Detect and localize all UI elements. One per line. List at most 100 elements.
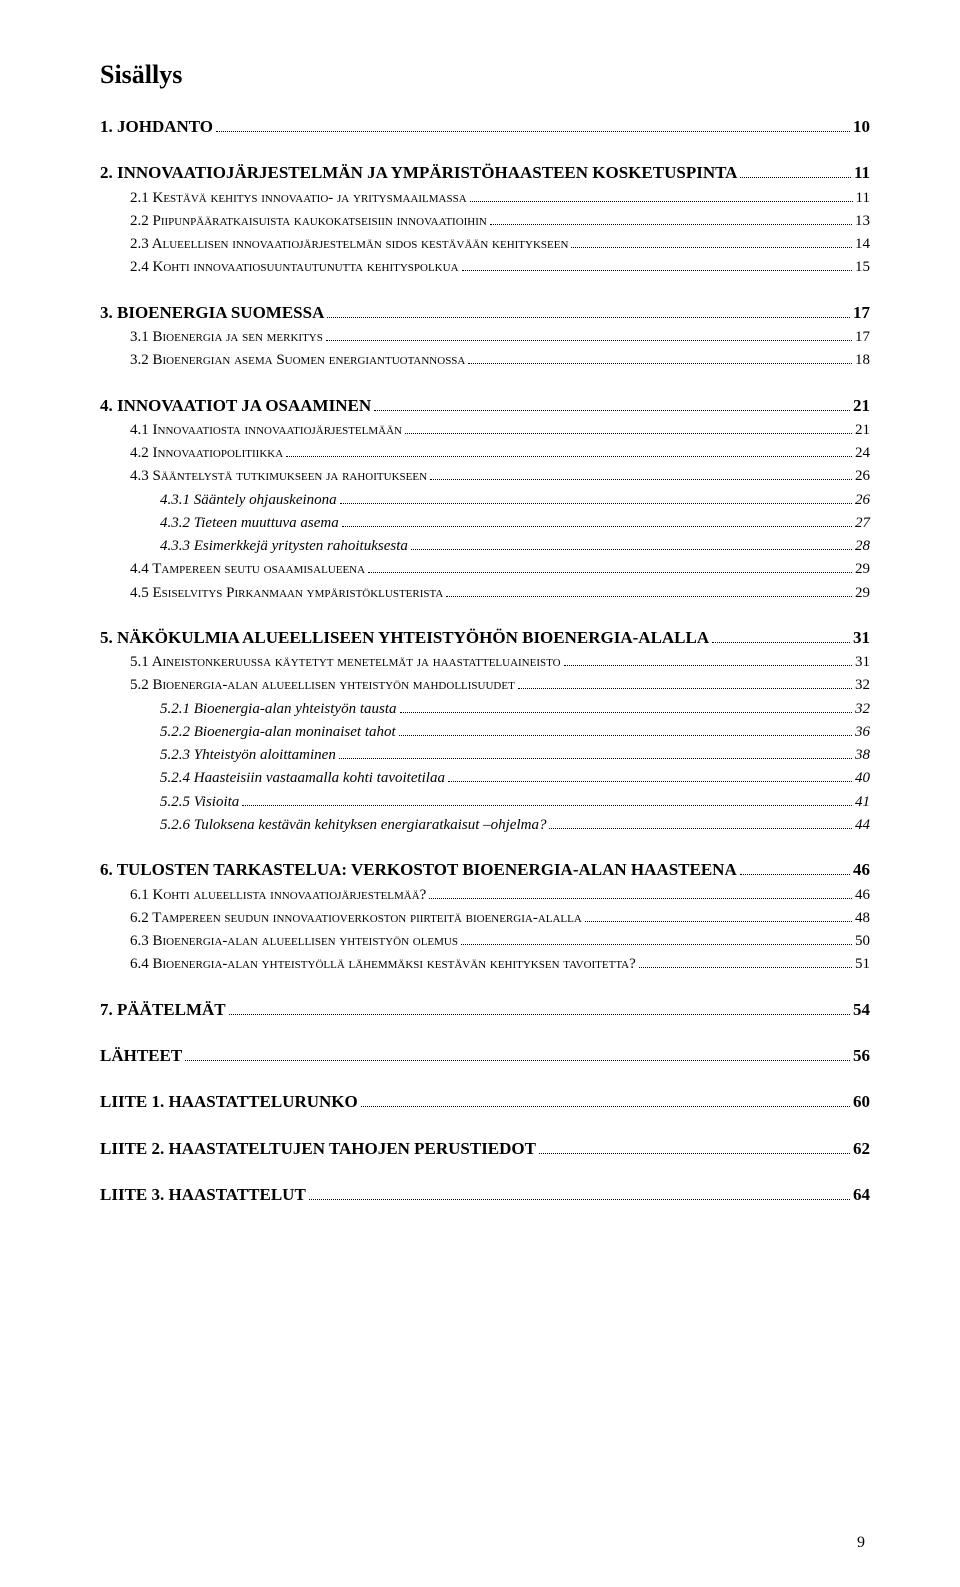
toc-label: 3.1 Bioenergia ja sen merkitys (130, 326, 323, 349)
toc-leader-dots (518, 678, 852, 690)
toc-page-number: 24 (855, 442, 870, 465)
toc-label: 5.2.1 Bioenergia-alan yhteistyön tausta (160, 698, 397, 721)
toc-page-number: 28 (855, 535, 870, 558)
toc-leader-dots (564, 655, 852, 667)
toc-leader-dots (740, 862, 850, 875)
toc-entry: 7. PÄÄTELMÄT 54 (100, 997, 870, 1023)
toc-label: 4.1 Innovaatiosta innovaatiojärjestelmää… (130, 419, 402, 442)
toc-page-number: 14 (855, 233, 870, 256)
toc-page-number: 17 (853, 300, 870, 326)
toc-page-number: 46 (853, 857, 870, 883)
toc-entry: 2. INNOVAATIOJÄRJESTELMÄN JA YMPÄRISTÖHA… (100, 160, 870, 186)
toc-label: 5.1 Aineistonkeruussa käytetyt menetelmä… (130, 651, 561, 674)
toc-entry: 4.5 Esiselvitys Pirkanmaan ympäristöklus… (100, 582, 870, 605)
toc-leader-dots (286, 446, 852, 458)
toc-leader-dots (185, 1048, 850, 1061)
toc-label: 2.3 Alueellisen innovaatiojärjestelmän s… (130, 233, 568, 256)
toc-leader-dots (639, 957, 852, 969)
toc-label: 5.2 Bioenergia-alan alueellisen yhteisty… (130, 674, 515, 697)
toc-leader-dots (399, 724, 852, 736)
toc-page-number: 48 (855, 907, 870, 930)
toc-leader-dots (309, 1187, 850, 1200)
toc-entry: 4.3 Sääntelystä tutkimukseen ja rahoituk… (100, 465, 870, 488)
toc-page-number: 29 (855, 558, 870, 581)
toc-entry: 3.1 Bioenergia ja sen merkitys 17 (100, 326, 870, 349)
toc-leader-dots (448, 771, 852, 783)
toc-page-number: 31 (853, 625, 870, 651)
toc-label: 2.1 Kestävä kehitys innovaatio- ja yrity… (130, 187, 467, 210)
toc-page-number: 36 (855, 721, 870, 744)
toc-leader-dots (340, 492, 852, 504)
toc-page-number: 18 (855, 349, 870, 372)
toc-label: 1. JOHDANTO (100, 114, 213, 140)
toc-entry: 6. TULOSTEN TARKASTELUA: VERKOSTOT BIOEN… (100, 857, 870, 883)
toc-leader-dots (411, 539, 852, 551)
toc-leader-dots (327, 305, 850, 318)
toc-label: LIITE 2. HAASTATELTUJEN TAHOJEN PERUSTIE… (100, 1136, 536, 1162)
toc-entry: 6.4 Bioenergia-alan yhteistyöllä lähemmä… (100, 953, 870, 976)
toc-label: 4.3.1 Sääntely ohjauskeinona (160, 489, 337, 512)
toc-label: LIITE 1. HAASTATTELURUNKO (100, 1089, 358, 1115)
toc-label: LÄHTEET (100, 1043, 182, 1069)
page-number: 9 (857, 1534, 865, 1552)
toc-leader-dots (229, 1002, 850, 1015)
toc-entry: 4.3.2 Tieteen muuttuva asema27 (100, 512, 870, 535)
toc-leader-dots (461, 934, 852, 946)
toc-page-number: 26 (855, 489, 870, 512)
toc-page-number: 60 (853, 1089, 870, 1115)
toc-label: 5.2.5 Visioita (160, 791, 239, 814)
page-container: Sisällys 1. JOHDANTO 10 2. INNOVAATIOJÄRJE… (0, 0, 960, 1587)
toc-page-number: 56 (853, 1043, 870, 1069)
toc-page-number: 15 (855, 256, 870, 279)
toc-leader-dots (446, 585, 852, 597)
toc-leader-dots (468, 353, 852, 365)
toc-leader-dots (216, 119, 850, 132)
toc-label: 2. INNOVAATIOJÄRJESTELMÄN JA YMPÄRISTÖHA… (100, 160, 737, 186)
table-of-contents: 1. JOHDANTO 10 2. INNOVAATIOJÄRJESTELMÄN J… (100, 114, 870, 1208)
toc-page-number: 29 (855, 582, 870, 605)
toc-label: 6. TULOSTEN TARKASTELUA: VERKOSTOT BIOEN… (100, 857, 737, 883)
toc-label: 7. PÄÄTELMÄT (100, 997, 226, 1023)
toc-label: 2.2 Piipunpääratkaisuista kaukokatseisii… (130, 210, 487, 233)
toc-entry: 5.2.4 Haasteisiin vastaamalla kohti tavo… (100, 767, 870, 790)
toc-page-number: 21 (855, 419, 870, 442)
toc-entry: 6.3 Bioenergia-alan alueellisen yhteisty… (100, 930, 870, 953)
toc-page-number: 17 (855, 326, 870, 349)
toc-label: 6.4 Bioenergia-alan yhteistyöllä lähemmä… (130, 953, 636, 976)
toc-entry: 5.2 Bioenergia-alan alueellisen yhteisty… (100, 674, 870, 697)
toc-page-number: 38 (855, 744, 870, 767)
toc-entry: 2.1 Kestävä kehitys innovaatio- ja yrity… (100, 187, 870, 210)
toc-leader-dots (374, 398, 850, 411)
toc-page-number: 31 (855, 651, 870, 674)
doc-title: Sisällys (100, 60, 870, 90)
toc-entry: 5. NÄKÖKULMIA ALUEELLISEEN YHTEISTYÖHÖN … (100, 625, 870, 651)
toc-label: 5.2.6 Tuloksena kestävän kehityksen ener… (160, 814, 546, 837)
toc-label: 5.2.2 Bioenergia-alan moninaiset tahot (160, 721, 396, 744)
toc-leader-dots (429, 887, 852, 899)
toc-leader-dots (549, 817, 852, 829)
toc-leader-dots (342, 515, 852, 527)
toc-entry: LIITE 2. HAASTATELTUJEN TAHOJEN PERUSTIE… (100, 1136, 870, 1162)
toc-page-number: 32 (855, 674, 870, 697)
toc-leader-dots (430, 469, 852, 481)
toc-page-number: 44 (855, 814, 870, 837)
toc-leader-dots (326, 330, 852, 342)
toc-leader-dots (339, 748, 852, 760)
toc-entry: 4.3.1 Sääntely ohjauskeinona 26 (100, 489, 870, 512)
toc-page-number: 10 (853, 114, 870, 140)
toc-label: 6.1 Kohti alueellista innovaatiojärjeste… (130, 884, 426, 907)
toc-page-number: 50 (855, 930, 870, 953)
toc-page-number: 11 (854, 160, 870, 186)
toc-entry: 4. INNOVAATIOT JA OSAAMINEN21 (100, 393, 870, 419)
toc-entry: 4.2 Innovaatiopolitiikka24 (100, 442, 870, 465)
toc-entry: 4.3.3 Esimerkkejä yritysten rahoituksest… (100, 535, 870, 558)
toc-entry: 5.2.5 Visioita41 (100, 791, 870, 814)
toc-leader-dots (571, 237, 852, 249)
toc-leader-dots (242, 794, 852, 806)
toc-label: 3.2 Bioenergian asema Suomen energiantuo… (130, 349, 465, 372)
toc-leader-dots (368, 562, 852, 574)
toc-page-number: 64 (853, 1182, 870, 1208)
toc-page-number: 54 (853, 997, 870, 1023)
toc-label: 2.4 Kohti innovaatiosuuntautunutta kehit… (130, 256, 459, 279)
toc-label: 5.2.4 Haasteisiin vastaamalla kohti tavo… (160, 767, 445, 790)
